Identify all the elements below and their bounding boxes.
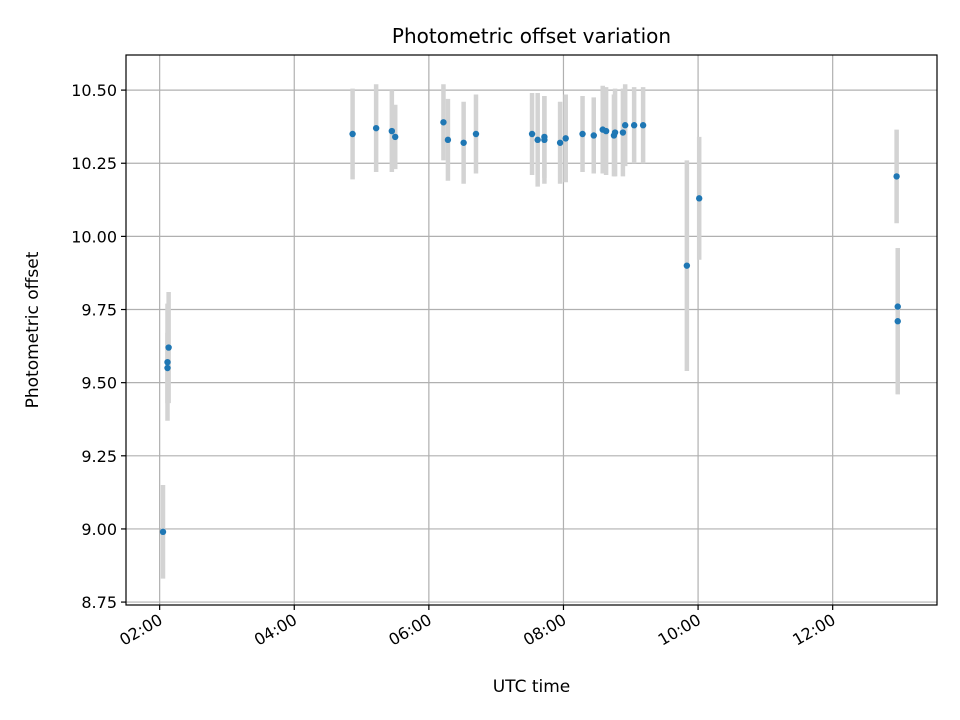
data-point xyxy=(602,127,610,135)
data-point xyxy=(388,127,396,135)
data-points xyxy=(159,119,901,536)
data-point xyxy=(579,130,586,138)
y-axis-ticks: 8.75 9.00 9.25 9.50 9.75 10.00 10.25 10.50 xyxy=(71,81,126,612)
data-point xyxy=(534,136,541,144)
data-point xyxy=(556,139,564,146)
y-tick-label: 10.25 xyxy=(71,154,117,173)
plot-frame xyxy=(125,54,938,606)
data-point xyxy=(611,129,619,136)
data-point xyxy=(695,195,703,202)
data-point xyxy=(165,344,172,351)
data-point xyxy=(562,135,569,142)
data-point xyxy=(619,129,627,136)
y-axis-label: Photometric offset xyxy=(23,251,43,408)
data-point xyxy=(528,130,536,138)
y-tick-label: 9.50 xyxy=(81,374,117,393)
y-tick-label: 10.00 xyxy=(71,227,117,246)
data-point xyxy=(894,318,901,325)
data-point xyxy=(164,364,171,372)
x-axis-label: UTC time xyxy=(493,677,571,697)
data-point xyxy=(349,130,356,138)
data-point xyxy=(392,133,399,141)
data-point xyxy=(472,130,480,138)
data-point xyxy=(444,136,452,144)
data-point xyxy=(621,122,629,129)
data-point xyxy=(460,139,467,146)
data-point xyxy=(893,173,900,180)
data-point xyxy=(894,303,901,310)
y-tick-label: 9.00 xyxy=(81,520,117,539)
y-tick-label: 9.75 xyxy=(81,301,117,320)
y-tick-label: 8.75 xyxy=(81,593,117,612)
y-tick-label: 10.50 xyxy=(71,81,117,100)
data-point xyxy=(440,119,447,126)
data-point xyxy=(159,528,167,536)
data-point xyxy=(639,122,647,129)
data-point xyxy=(164,358,171,366)
data-point xyxy=(541,133,548,141)
data-point xyxy=(683,262,691,269)
data-point xyxy=(372,124,380,132)
data-point xyxy=(590,132,597,139)
data-point xyxy=(630,122,638,129)
y-tick-label: 9.25 xyxy=(81,447,117,466)
chart-title: Photometric offset variation xyxy=(392,24,671,48)
